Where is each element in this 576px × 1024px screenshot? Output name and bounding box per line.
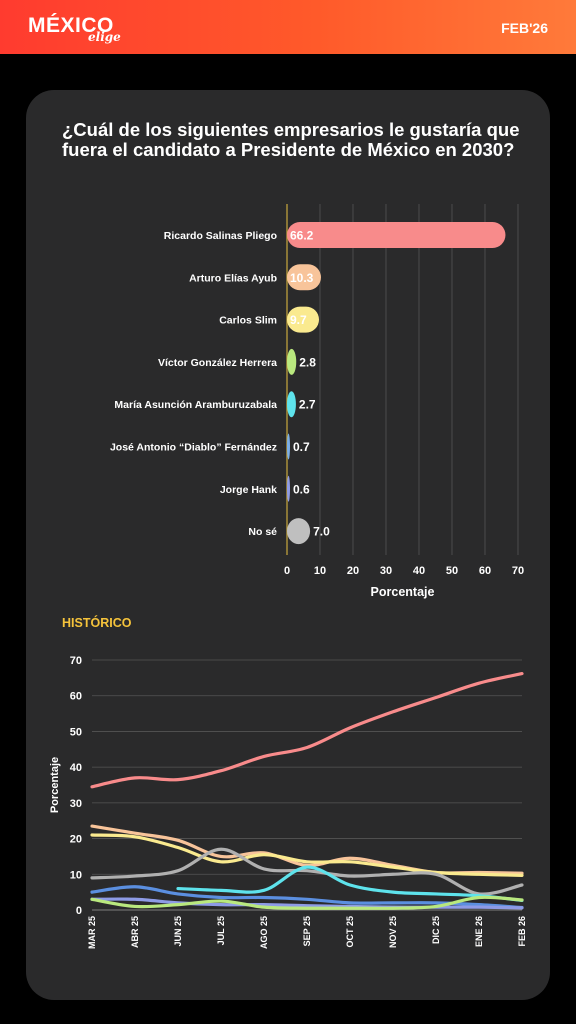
bar-x-tick-label: 30 (380, 565, 392, 577)
bar-value-label: 0.6 (293, 482, 310, 496)
bar (287, 475, 290, 502)
bar-category-label: Arturo Elías Ayub (189, 272, 277, 284)
bar-category-label: Carlos Slim (219, 315, 277, 327)
line-series (90, 847, 524, 896)
line-x-tick-label: DIC 25 (431, 916, 441, 944)
line-series (90, 897, 524, 910)
bar-category-label: Víctor González Herrera (158, 357, 277, 369)
line-series (90, 671, 524, 789)
bar-x-tick-label: 60 (479, 565, 491, 577)
line-y-tick-label: 20 (70, 834, 82, 846)
bar (287, 391, 296, 418)
bar-value-label: 0.7 (293, 440, 310, 454)
line-x-tick-label: FEB 26 (517, 916, 527, 947)
brand-logo-sub: elige (88, 30, 121, 44)
bar-category-label: María Asunción Aramburuzabala (114, 399, 277, 411)
bar-x-tick-label: 0 (284, 565, 290, 577)
header-banner: MÉXICO elige FEB'26 (0, 0, 576, 54)
line-x-tick-label: SEP 25 (302, 916, 312, 946)
bar (287, 348, 297, 375)
line-y-tick-label: 60 (70, 691, 82, 703)
bar-value-label: 2.8 (299, 355, 316, 369)
bar (287, 306, 320, 333)
bar (287, 264, 321, 291)
line-x-tick-label: ABR 25 (130, 916, 140, 948)
line-y-tick-label: 10 (70, 869, 82, 881)
line-x-tick-label: ENE 26 (474, 916, 484, 947)
line-y-tick-label: 50 (70, 726, 82, 738)
header-date: FEB'26 (501, 20, 548, 36)
bar-x-axis-label: Porcentaje (371, 585, 435, 599)
bar-x-tick-label: 10 (314, 565, 326, 577)
line-x-tick-label: OCT 25 (345, 916, 355, 948)
line-y-tick-label: 0 (76, 905, 82, 917)
bar-x-tick-label: 20 (347, 565, 359, 577)
line-series (176, 865, 524, 902)
bar-category-label: Jorge Hank (220, 484, 277, 496)
line-x-tick-label: JUL 25 (216, 916, 226, 945)
historic-label: HISTÓRICO (62, 616, 132, 630)
bar-value-label: 7.0 (313, 525, 330, 539)
bar-value-label: 2.7 (299, 398, 316, 412)
bar (287, 433, 290, 460)
bar-category-label: José Antonio “Diablo” Fernández (110, 442, 277, 454)
bar-x-tick-label: 50 (446, 565, 458, 577)
line-y-tick-label: 70 (70, 655, 82, 667)
line-x-tick-label: MAR 25 (87, 916, 97, 949)
line-y-tick-label: 40 (70, 762, 82, 774)
line-x-tick-label: AGO 25 (259, 916, 269, 949)
bar-x-tick-label: 40 (413, 565, 425, 577)
bar (287, 518, 311, 545)
bar-value-label: 10.3 (290, 271, 314, 285)
bar-value-label: 9.7 (290, 313, 307, 327)
bar-category-label: No sé (248, 526, 277, 538)
line-x-tick-label: NOV 25 (388, 916, 398, 948)
bar (287, 222, 506, 248)
line-series (90, 895, 524, 910)
line-y-axis-label: Porcentaje (49, 757, 61, 813)
line-series (90, 833, 524, 877)
bar-x-tick-label: 70 (512, 565, 524, 577)
bar-category-label: Ricardo Salinas Pliego (164, 230, 277, 242)
bar-value-label: 66.2 (290, 229, 314, 243)
line-x-tick-label: JUN 25 (173, 916, 183, 947)
line-y-tick-label: 30 (70, 798, 82, 810)
brand-logo: MÉXICO (28, 14, 114, 37)
question-title: ¿Cuál de los siguientes empresarios le g… (62, 119, 520, 160)
